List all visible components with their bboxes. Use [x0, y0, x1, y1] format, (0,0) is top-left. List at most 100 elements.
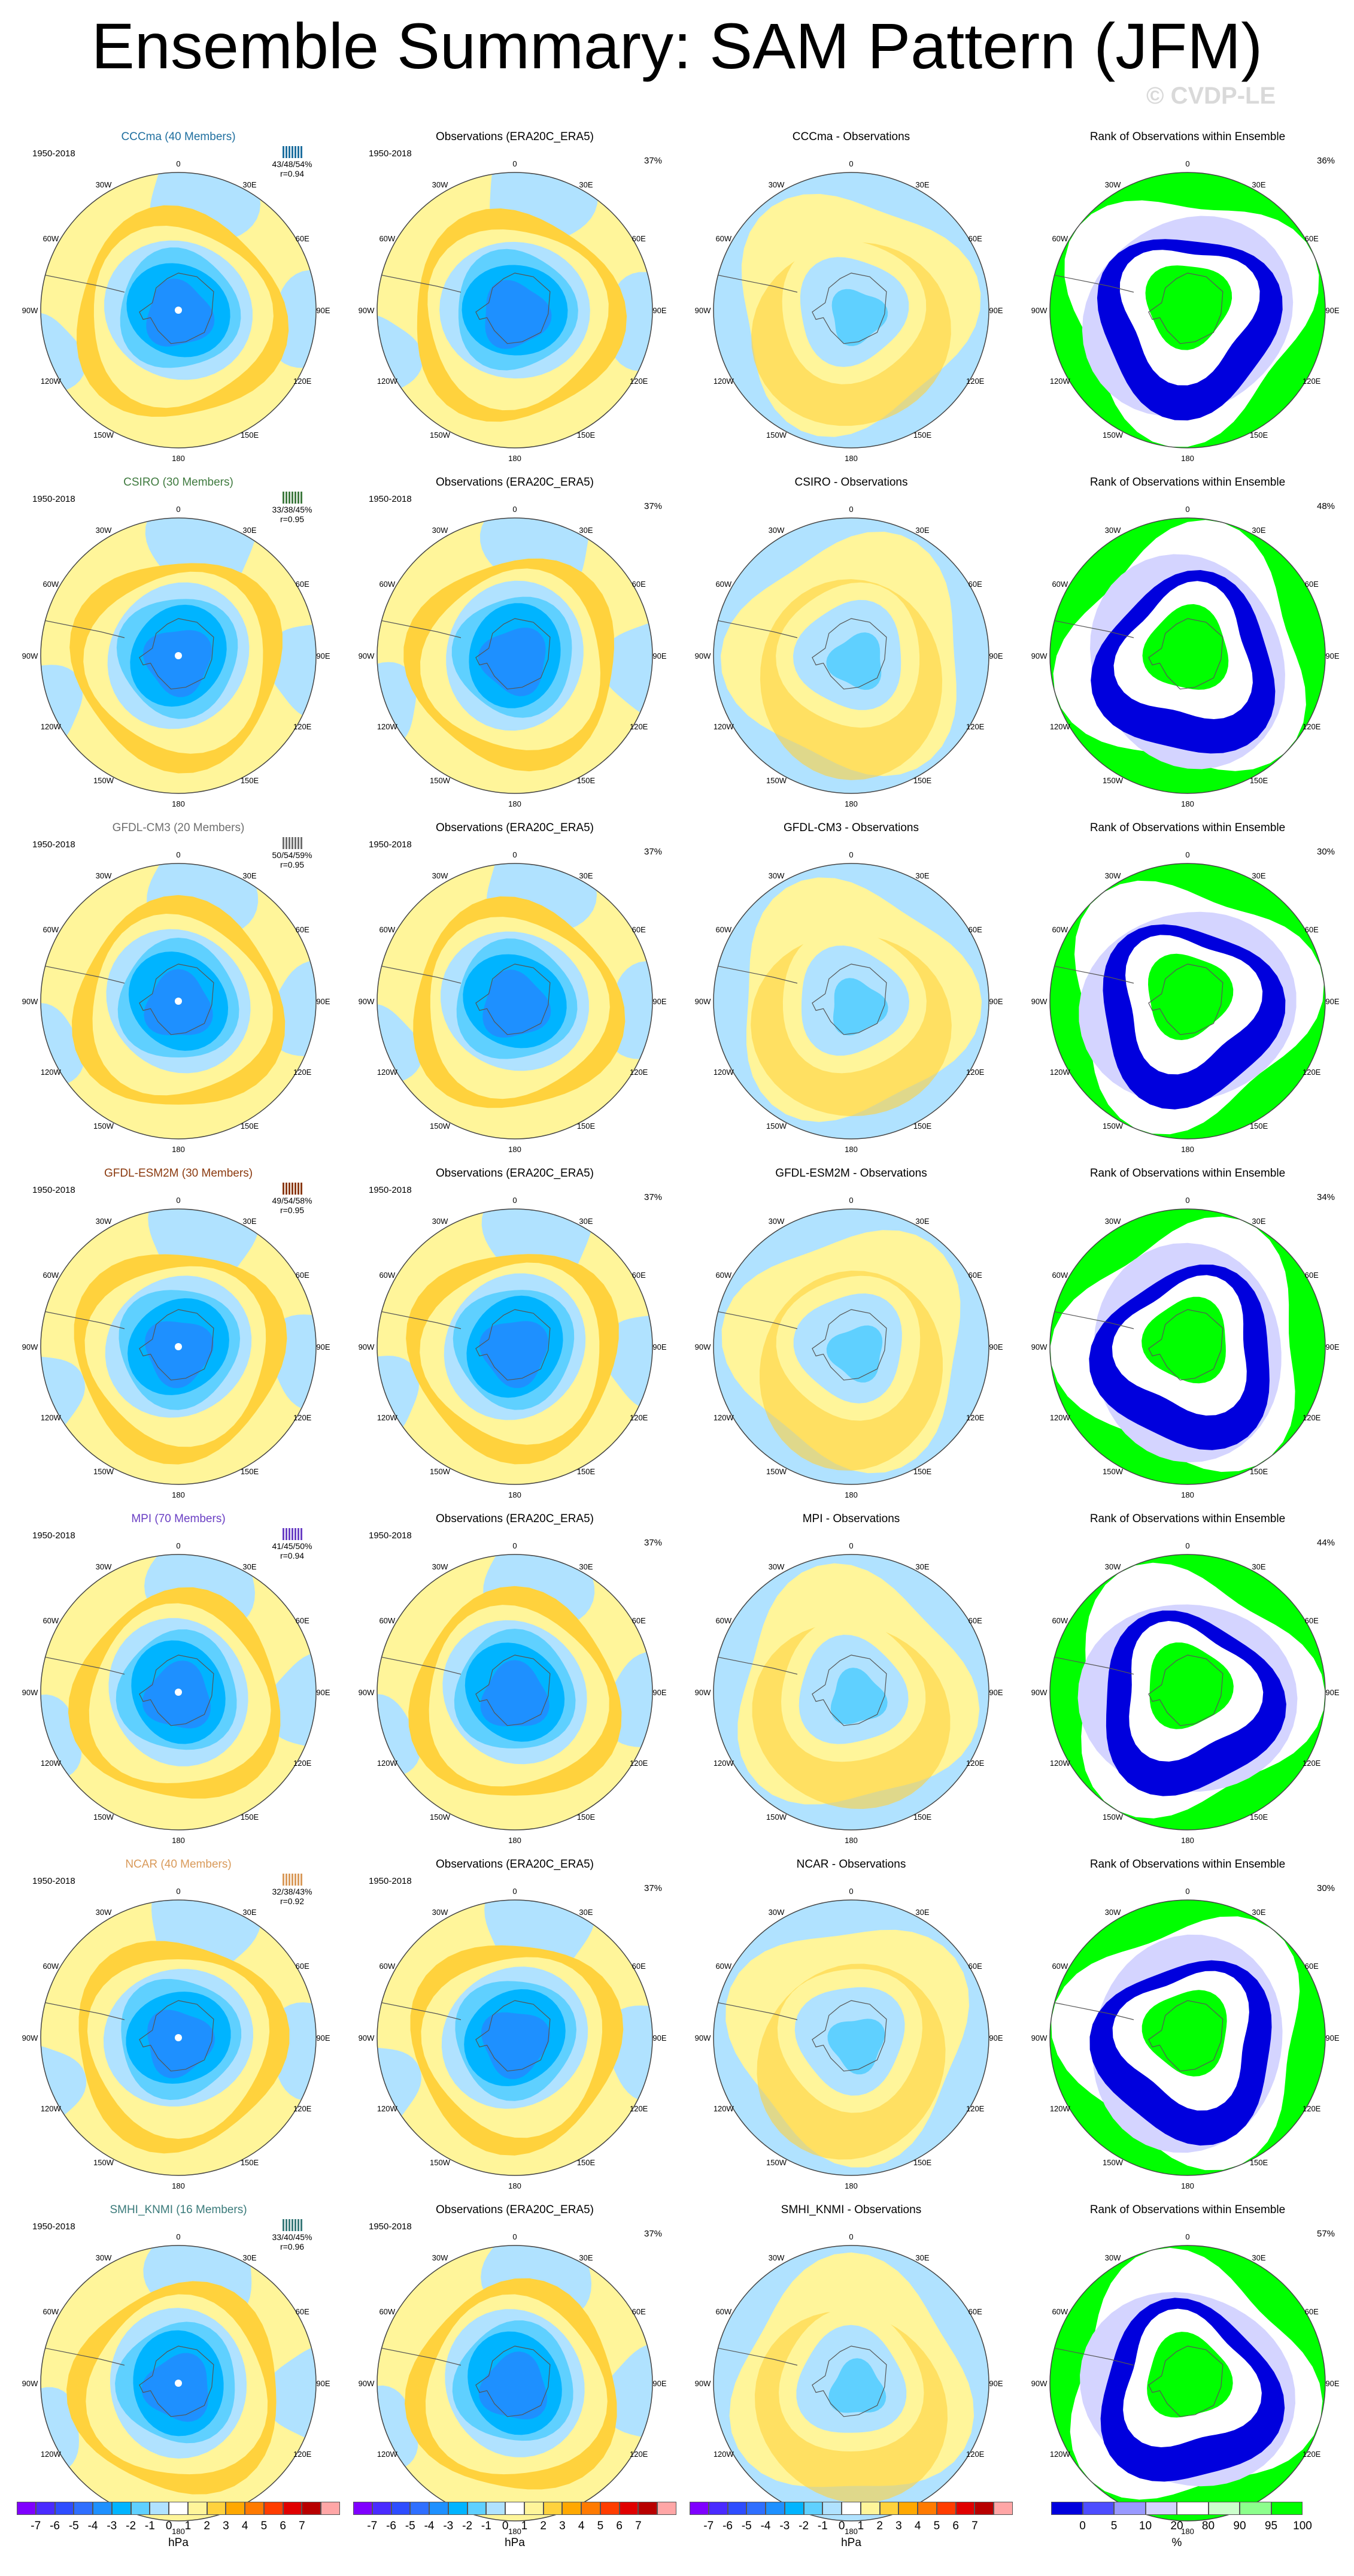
member-bar: [282, 492, 284, 504]
member-bar: [297, 837, 299, 849]
longitude-label: 120E: [1303, 1068, 1321, 1077]
member-bar: [285, 2219, 287, 2231]
colorbar-swatch: [130, 2502, 150, 2515]
period-label: 1950-2018: [32, 1876, 75, 1886]
longitude-label: 180: [1181, 454, 1194, 463]
colorbar-tick: 7: [299, 2520, 305, 2532]
longitude-label: 150W: [430, 431, 451, 440]
longitude-label: 150E: [1250, 2158, 1268, 2167]
member-bar: [288, 2219, 290, 2231]
longitude-label: 90W: [1031, 2033, 1048, 2042]
colorbar-tick: 0: [1079, 2520, 1086, 2532]
colorbar-swatch: [353, 2502, 372, 2515]
rank-title: Rank of Observations within Ensemble: [1089, 2204, 1286, 2216]
observation-panel: 0 30E 60E 90E 120E 150E 180 150W 120W 90W 60W 30W Ob…: [353, 119, 676, 463]
longitude-label: 120W: [714, 2104, 734, 2113]
longitude-label: 30W: [432, 871, 448, 880]
colorbar-swatch: [410, 2502, 430, 2515]
obs-title: Observations (ERA20C_ERA5): [436, 822, 594, 834]
longitude-label: 30W: [769, 1562, 785, 1571]
longitude-label: 0: [849, 505, 853, 514]
longitude-label: 0: [1185, 2232, 1189, 2241]
period-label: 1950-2018: [32, 840, 75, 850]
longitude-label: 30E: [1252, 180, 1265, 189]
longitude-label: 90W: [359, 1342, 375, 1351]
longitude-label: 30W: [96, 2253, 112, 2262]
longitude-label: 0: [849, 1541, 853, 1550]
rank-panel: 0 30E 60E 90E 120E 150E 180 150W 120W 90W 60W 30W Ra…: [1026, 810, 1349, 1154]
member-bars: [253, 1527, 331, 1541]
longitude-label: 120W: [1050, 377, 1071, 386]
colorbar-unit: hPa: [841, 2536, 861, 2549]
longitude-label: 60W: [42, 2307, 59, 2316]
longitude-label: 90W: [22, 651, 38, 660]
longitude-label: 150E: [577, 1467, 596, 1476]
longitude-label: 150E: [241, 2158, 259, 2167]
longitude-label: 180: [172, 2181, 185, 2190]
longitude-label: 180: [508, 2181, 521, 2190]
period-label: 1950-2018: [369, 840, 412, 850]
member-bar: [285, 1183, 287, 1195]
longitude-label: 150W: [766, 1467, 787, 1476]
longitude-label: 180: [172, 799, 185, 808]
longitude-label: 60W: [715, 234, 731, 243]
observation-panel: 0 30E 60E 90E 120E 150E 180 150W 120W 90W 60W 30W Ob…: [353, 464, 676, 808]
longitude-label: 150E: [913, 1122, 932, 1131]
colorbar-swatch: [1114, 2502, 1146, 2515]
longitude-label: 60W: [1052, 580, 1068, 589]
colorbar-swatch: [842, 2502, 861, 2515]
difference-panel: 0 30E 60E 90E 120E 150E 180 150W 120W 90W 60W 30W CC…: [690, 119, 1013, 463]
longitude-label: 150E: [241, 431, 259, 440]
model-panel: 0 30E 60E 90E 120E 150E 180 150W 120W 90W 60W 30W GF…: [17, 810, 340, 1154]
longitude-label: 90E: [1325, 997, 1339, 1006]
colorbar-tick: 5: [597, 2520, 604, 2532]
member-bar: [294, 1528, 296, 1540]
longitude-label: 60E: [969, 2307, 982, 2316]
member-bar: [291, 146, 293, 158]
longitude-label: 90W: [359, 306, 375, 315]
stat-percentages: 33/40/45%: [272, 2232, 312, 2242]
longitude-label: 0: [512, 1196, 517, 1205]
colorbar-swatch: [918, 2502, 937, 2515]
difference-title: CSIRO - Observations: [794, 476, 908, 489]
longitude-label: 120E: [293, 1759, 312, 1768]
hpa-colorbar: -7 -6 -5 -4 -3 -2 -1 0 1 2 3 4 5 6 7 hPa: [17, 2502, 340, 2574]
longitude-label: 120W: [41, 1068, 62, 1077]
longitude-label: 30W: [432, 2253, 448, 2262]
colorbar-swatch: [898, 2502, 918, 2515]
model-panel: 0 30E 60E 90E 120E 150E 180 150W 120W 90W 60W 30W CS…: [17, 464, 340, 808]
longitude-label: 120W: [714, 1413, 734, 1422]
longitude-label: 60E: [969, 234, 982, 243]
period-label: 1950-2018: [32, 2222, 75, 2232]
member-bar: [285, 1528, 287, 1540]
longitude-label: 60W: [1052, 1271, 1068, 1280]
longitude-label: 60E: [632, 1962, 646, 1971]
longitude-label: 30E: [579, 1217, 593, 1226]
member-bar: [300, 492, 302, 504]
longitude-label: 90W: [359, 1688, 375, 1697]
longitude-label: 150W: [430, 776, 451, 785]
longitude-label: 120W: [41, 1759, 62, 1768]
longitude-label: 60E: [969, 925, 982, 934]
longitude-label: 90E: [1325, 2379, 1339, 2388]
longitude-label: 120E: [293, 1413, 312, 1422]
rank-title: Rank of Observations within Ensemble: [1089, 476, 1286, 489]
difference-panel: 0 30E 60E 90E 120E 150E 180 150W 120W 90W 60W 30W NC…: [690, 1846, 1013, 2190]
stat-percentages: 43/48/54%: [272, 159, 312, 169]
longitude-label: 180: [508, 2527, 521, 2536]
colorbar-tick: 3: [895, 2520, 902, 2532]
longitude-label: 60E: [296, 925, 309, 934]
colorbar-tick: 95: [1264, 2520, 1278, 2532]
longitude-label: 30E: [242, 1562, 256, 1571]
longitude-label: 150W: [430, 1122, 451, 1131]
longitude-label: 30E: [579, 1562, 593, 1571]
longitude-label: 150E: [577, 1813, 596, 1822]
obs-title: Observations (ERA20C_ERA5): [436, 1513, 594, 1525]
colorbar-tick: 2: [876, 2520, 883, 2532]
period-label: 1950-2018: [32, 1185, 75, 1195]
longitude-label: 90E: [652, 1342, 666, 1351]
